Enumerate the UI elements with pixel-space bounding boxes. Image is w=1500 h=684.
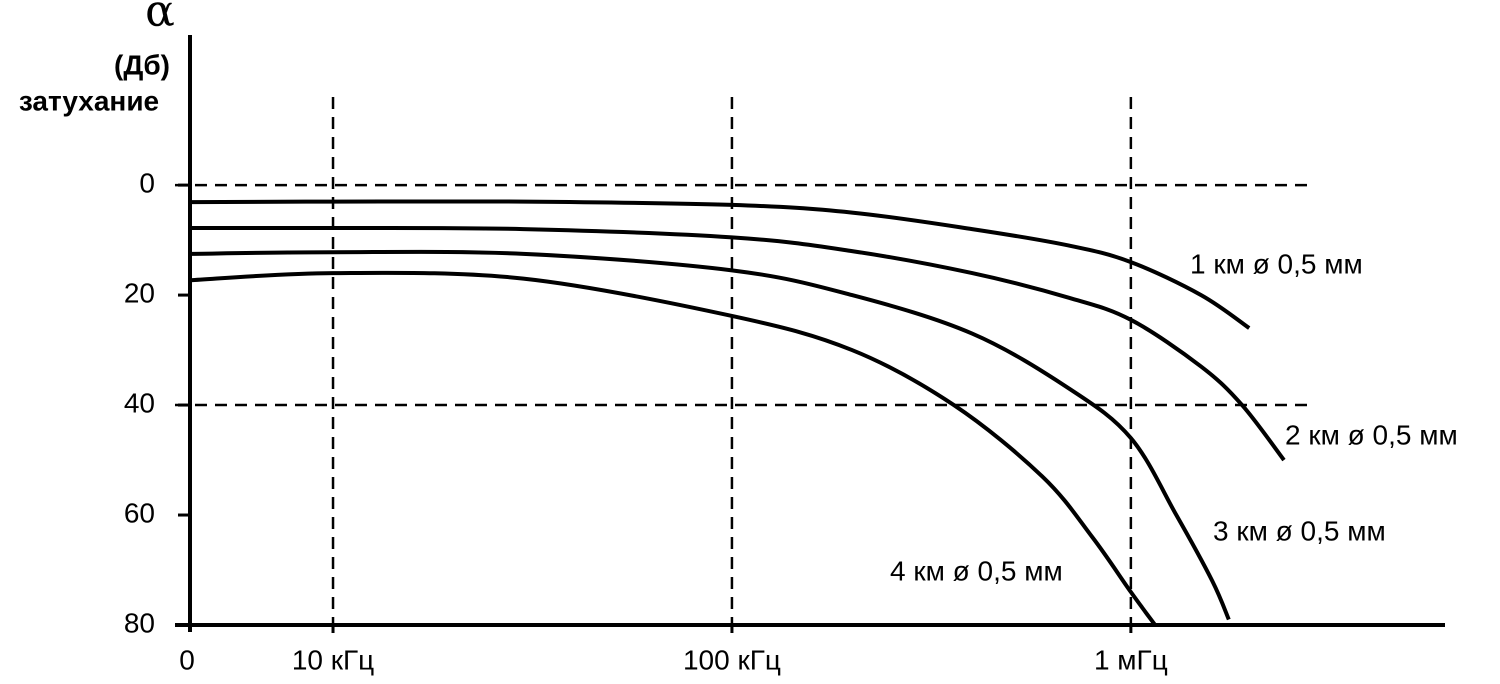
y-tick-label: 60 — [124, 497, 155, 528]
y-tick-label: 0 — [139, 168, 155, 199]
origin-label: 0 — [179, 644, 195, 675]
data-line — [190, 225, 1286, 462]
y-symbol: α — [145, 0, 175, 37]
series-label: 1 км ø 0,5 мм — [1190, 248, 1363, 279]
y-label: затухание — [19, 85, 159, 116]
x-tick-label: 100 кГц — [683, 644, 781, 675]
data-line — [190, 199, 1251, 330]
series-label: 3 км ø 0,5 мм — [1213, 515, 1386, 546]
series-label: 2 км ø 0,5 мм — [1285, 419, 1458, 450]
y-tick-label: 20 — [124, 277, 155, 308]
x-tick-label: 10 кГц — [292, 644, 374, 675]
y-tick-label: 80 — [124, 607, 155, 638]
y-unit: (Дб) — [114, 49, 170, 80]
y-tick-label: 40 — [124, 387, 155, 418]
data-line — [190, 249, 1231, 621]
series-label: 4 км ø 0,5 мм — [890, 555, 1063, 586]
x-tick-label: 1 мГц — [1094, 644, 1168, 675]
data-line — [190, 270, 1157, 627]
